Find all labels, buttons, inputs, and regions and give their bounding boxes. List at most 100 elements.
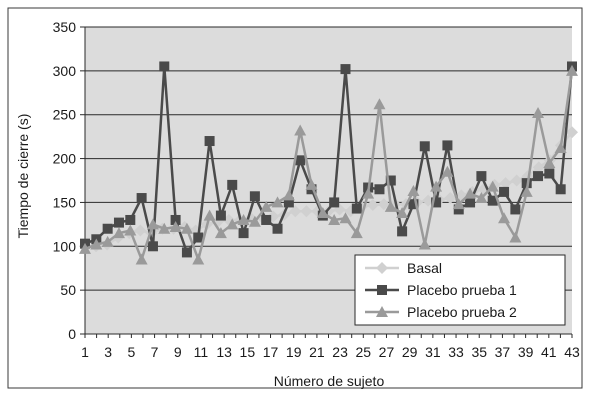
data-point-series-2 [249,191,260,202]
legend-label-1: Basal [407,260,442,276]
data-point-series-2 [227,179,238,190]
data-point-series-2 [215,210,226,221]
data-point-series-3 [316,206,329,218]
data-point-series-3 [350,227,363,239]
legend-label-2: Placebo prueba 1 [407,282,517,298]
x-tick-label: 33 [448,344,464,360]
x-tick-label: 29 [402,344,418,360]
data-point-series-2 [397,226,408,237]
x-tick-label: 13 [216,344,232,360]
y-tick-label: 200 [53,151,77,167]
data-point-series-3 [90,238,103,250]
data-point-series-1 [366,199,379,212]
data-point-series-3 [112,227,125,239]
data-point-series-2 [533,171,544,182]
data-point-series-3 [248,215,261,227]
data-point-series-3 [124,224,137,236]
data-point-series-2 [374,184,385,195]
data-point-series-2 [181,247,192,258]
x-tick-label: 7 [151,344,159,360]
data-point-series-1 [289,205,302,218]
data-point-series-3 [543,156,556,168]
data-point-series-3 [396,206,409,218]
data-point-series-2 [487,195,498,206]
data-point-series-2 [476,171,487,182]
data-point-series-2 [283,197,294,208]
data-point-series-3 [169,220,182,232]
y-tick-label: 300 [53,63,77,79]
data-point-series-2 [238,228,249,239]
data-point-series-3 [362,187,375,199]
x-tick-label: 25 [355,344,371,360]
data-point-series-3 [520,185,533,197]
data-point-series-2 [272,223,283,234]
data-point-series-2 [295,155,306,166]
data-point-series-1 [499,177,512,190]
legend-label-3: Placebo prueba 2 [407,304,517,320]
x-tick-label: 23 [332,344,348,360]
data-point-series-3 [203,209,216,221]
data-point-series-3 [271,196,284,208]
x-tick-label: 1 [81,344,89,360]
data-point-series-2 [385,175,396,186]
data-point-series-2 [125,214,136,225]
data-point-series-2 [351,203,362,214]
data-point-series-3 [452,198,465,210]
y-tick-label: 150 [53,194,77,210]
y-tick-label: 350 [53,19,77,35]
x-tick-label: 15 [240,344,256,360]
x-tick-label: 37 [495,344,511,360]
x-tick-label: 31 [425,344,441,360]
data-point-series-2 [499,186,510,197]
data-point-series-3 [180,222,193,234]
data-point-series-3 [328,213,341,225]
data-point-series-1 [532,161,545,174]
data-point-series-2 [329,197,340,208]
data-point-series-3 [441,165,454,177]
data-point-series-3 [135,253,148,265]
data-point-series-2 [408,199,419,210]
data-point-series-3 [498,212,511,224]
data-point-series-2 [147,241,158,252]
data-point-series-1 [444,192,457,205]
data-point-series-1 [510,174,523,187]
x-tick-label: 11 [194,344,209,360]
data-point-series-3 [430,180,443,192]
y-axis-title: Tiempo de cierre (s) [15,114,31,239]
data-point-series-3 [464,187,477,199]
x-tick-label: 43 [564,344,580,360]
x-axis-title: Número de sujeto [274,373,385,389]
x-tick-label: 17 [263,344,279,360]
data-point-series-3 [237,213,250,225]
data-point-series-1 [134,224,147,237]
data-point-series-2 [102,223,113,234]
y-tick-label: 100 [53,238,77,254]
data-point-series-3 [158,222,171,234]
data-point-series-3 [554,142,567,154]
data-point-series-2 [555,184,566,195]
data-point-series-3 [260,200,273,212]
data-point-series-3 [418,238,431,250]
data-point-series-3 [407,185,420,197]
legend-marker-3 [376,306,388,317]
data-point-series-3 [305,178,318,190]
data-point-series-3 [226,218,239,230]
y-tick-label: 0 [68,326,76,342]
data-point-series-2 [159,61,170,72]
data-point-series-3 [475,192,488,204]
data-point-series-3 [384,200,397,212]
data-point-series-3 [339,212,352,224]
x-tick-label: 27 [379,344,395,360]
data-point-series-2 [340,64,351,75]
legend-marker-2 [377,285,387,295]
data-point-series-2 [465,197,476,208]
data-point-series-3 [192,253,205,265]
data-point-series-2 [136,193,147,204]
legend: Basal Placebo prueba 1 Placebo prueba 2 [354,254,566,326]
data-point-series-1 [300,205,313,218]
data-point-series-2 [419,141,430,152]
data-point-series-3 [101,235,114,247]
